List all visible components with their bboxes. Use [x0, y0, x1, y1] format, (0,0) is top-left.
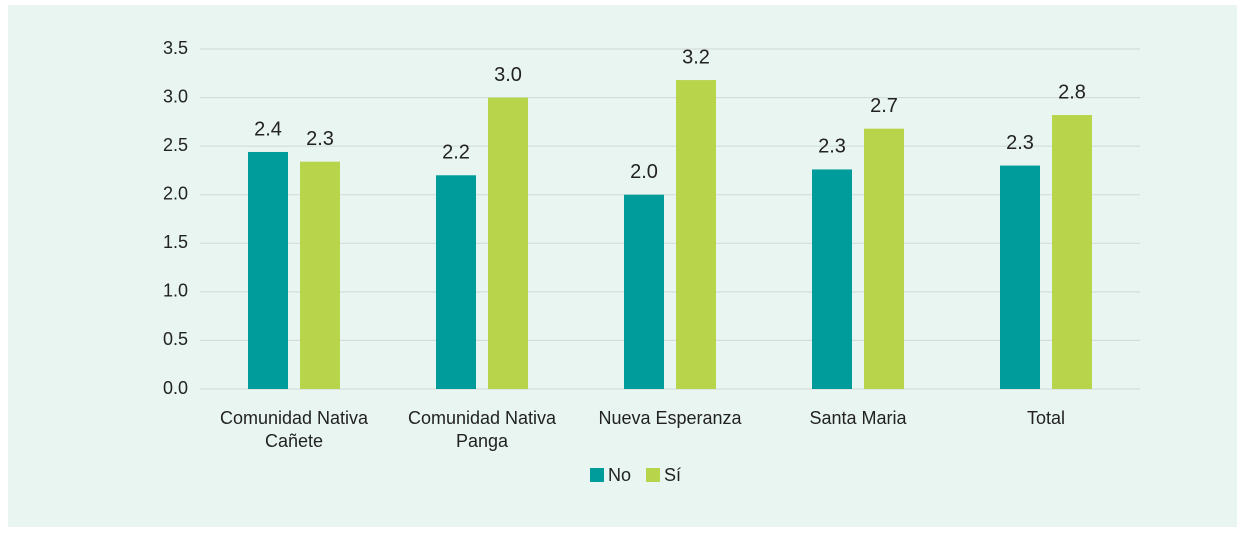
y-tick-label: 2.0 — [163, 183, 188, 203]
y-tick-label: 0.0 — [163, 378, 188, 398]
bar — [436, 175, 476, 389]
y-tick-label: 1.0 — [163, 281, 188, 301]
value-label: 2.2 — [442, 142, 470, 164]
bar — [1052, 115, 1092, 390]
value-label: 2.8 — [1058, 81, 1086, 103]
bar — [488, 97, 528, 390]
x-tick-label: Comunidad Nativa Panga — [407, 408, 557, 451]
y-tick-label: 0.5 — [163, 329, 188, 349]
value-label: 2.4 — [254, 118, 282, 140]
bar — [300, 161, 340, 389]
value-label: 3.0 — [494, 64, 522, 86]
value-label: 2.3 — [1006, 132, 1034, 154]
bar — [676, 80, 716, 389]
x-tick-label: Nueva Esperanza — [598, 408, 742, 428]
value-label: 2.3 — [818, 136, 846, 158]
bar — [812, 169, 852, 389]
y-tick-label: 3.5 — [163, 38, 188, 58]
y-tick-label: 2.5 — [163, 135, 188, 155]
value-label: 2.0 — [630, 161, 658, 183]
value-label: 2.7 — [870, 95, 898, 117]
x-tick-label: Comunidad Nativa Cañete — [219, 408, 369, 451]
legend-label: No — [608, 465, 631, 485]
bar — [1000, 165, 1040, 389]
legend-label: Sí — [664, 465, 681, 485]
x-tick-label: Santa Maria — [809, 408, 907, 428]
legend-swatch — [646, 468, 660, 482]
bar — [248, 151, 288, 389]
y-tick-label: 1.5 — [163, 232, 188, 252]
y-tick-label: 3.0 — [163, 86, 188, 106]
legend-swatch — [590, 468, 604, 482]
value-label: 2.3 — [306, 128, 334, 150]
value-label: 3.2 — [682, 46, 710, 68]
bar — [624, 194, 664, 389]
x-tick-label: Total — [1026, 408, 1066, 428]
bar — [864, 128, 904, 389]
